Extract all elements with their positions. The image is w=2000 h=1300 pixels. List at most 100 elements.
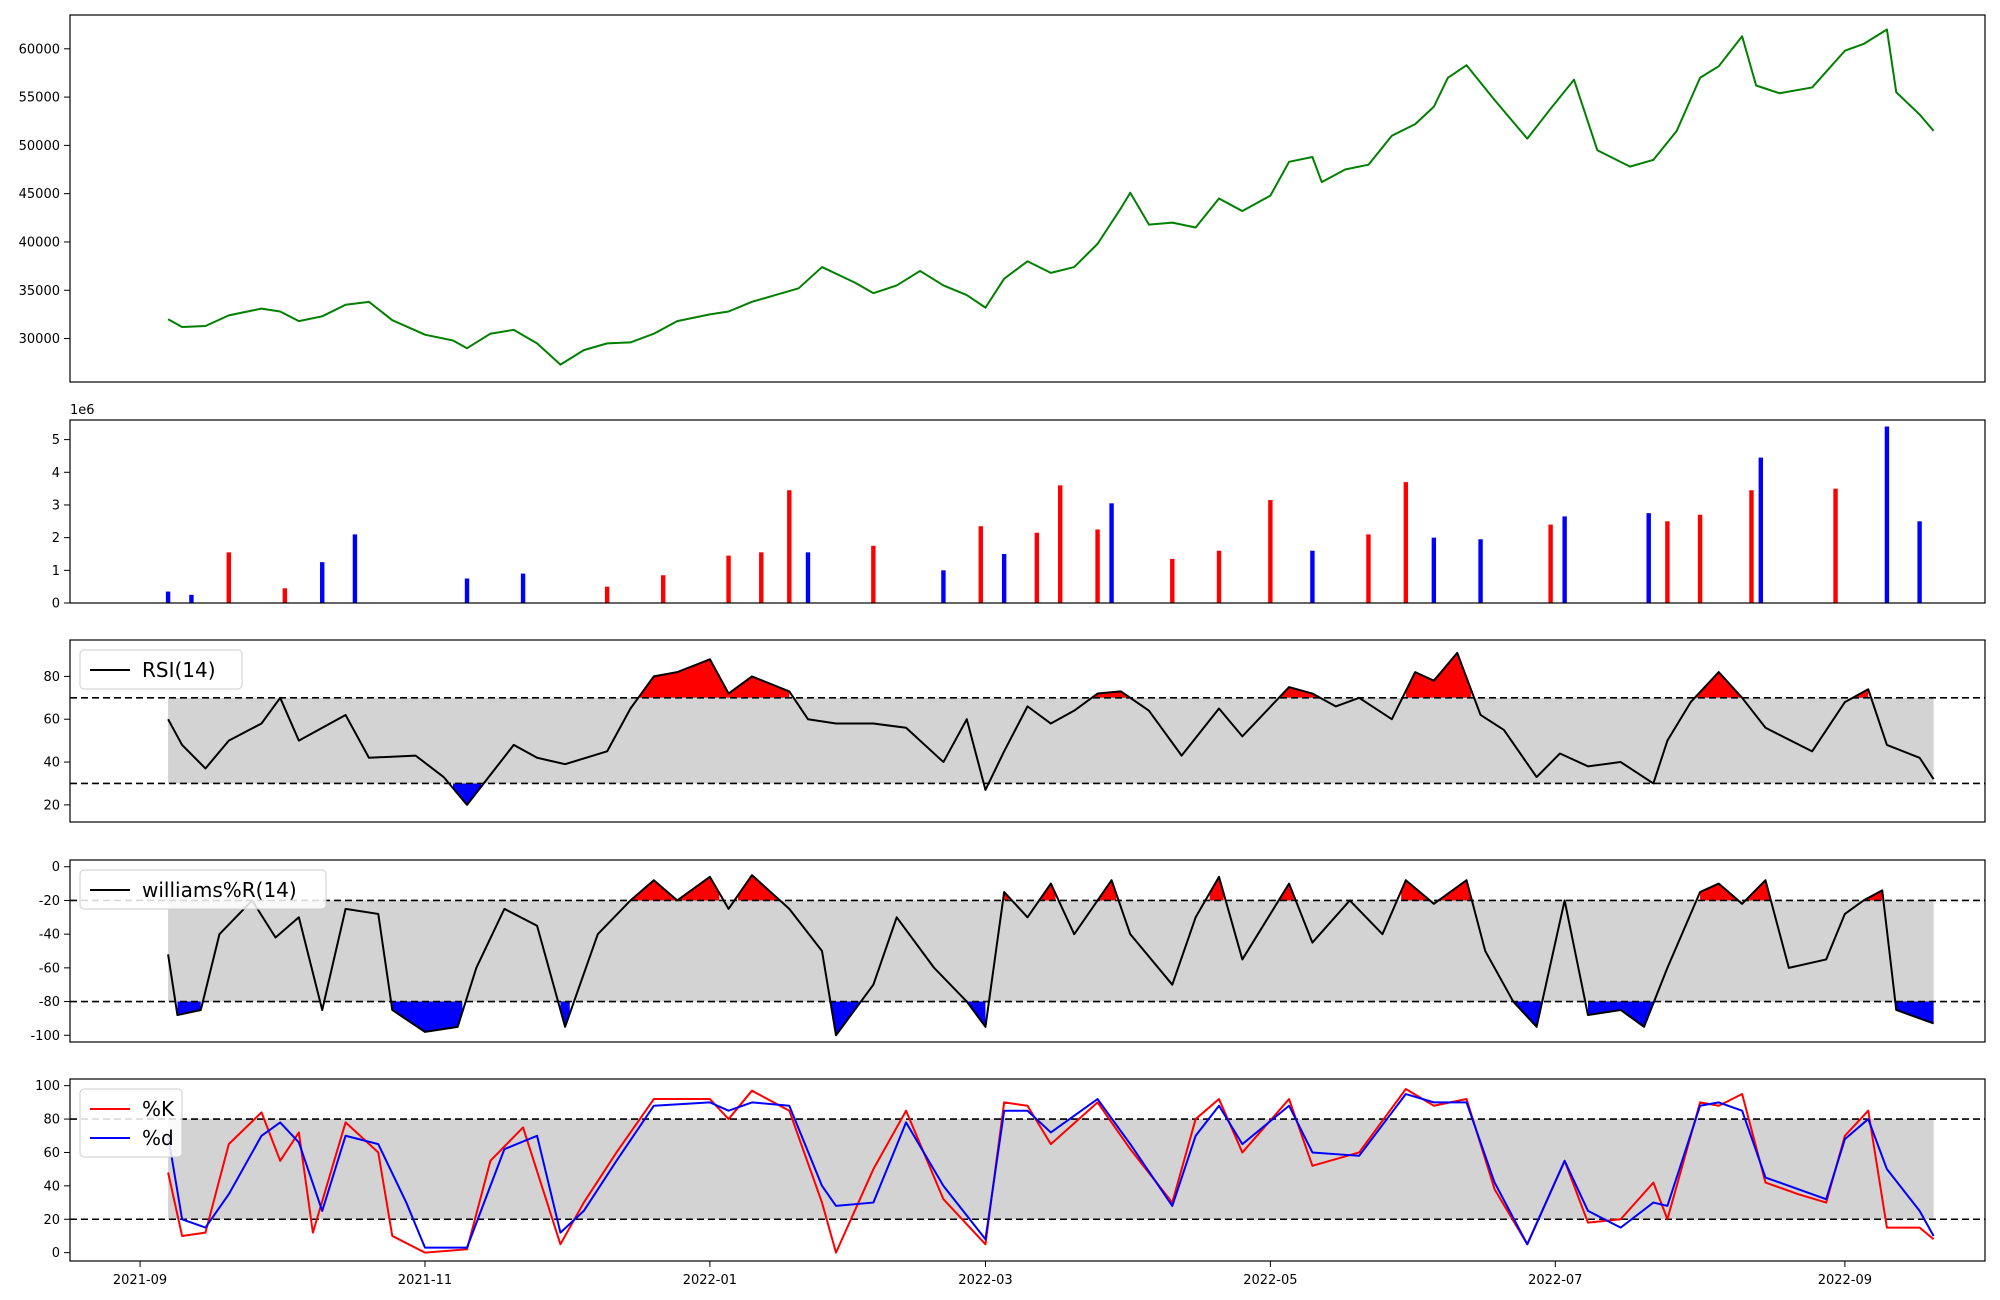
volume-bar bbox=[189, 594, 194, 603]
volume-bar bbox=[1170, 558, 1175, 603]
legend-label: %d bbox=[142, 1126, 174, 1150]
series-line-RSI(14) bbox=[167, 651, 1935, 806]
y-tick-label: 40 bbox=[43, 756, 60, 771]
overbought-fill bbox=[1092, 691, 1131, 698]
x-tick-label: 2022-03 bbox=[958, 1273, 1012, 1288]
y-tick-label: 2 bbox=[52, 531, 60, 546]
legend-label: RSI(14) bbox=[142, 658, 216, 682]
oversold-fill bbox=[831, 1001, 860, 1036]
y-tick-label: 100 bbox=[35, 1079, 60, 1094]
oversold-fill bbox=[392, 1001, 463, 1032]
y-tick-label: -60 bbox=[39, 961, 60, 976]
volume-bar bbox=[1310, 550, 1315, 603]
volume-bar bbox=[1431, 537, 1437, 603]
overbought-fill bbox=[1401, 880, 1430, 901]
volume-bar bbox=[941, 570, 946, 603]
y-tick-label: 3 bbox=[52, 498, 60, 513]
x-tick-label: 2022-01 bbox=[683, 1273, 737, 1288]
overbought-fill bbox=[639, 659, 790, 698]
axes-frame-rsi bbox=[69, 639, 1986, 823]
volume-bar bbox=[165, 591, 171, 603]
volume-bar bbox=[1697, 514, 1703, 603]
series-line-%d bbox=[167, 1093, 1935, 1249]
legend-box bbox=[79, 649, 243, 690]
oversold-fill bbox=[177, 1001, 201, 1016]
volume-bar bbox=[1268, 500, 1273, 603]
volume-bar bbox=[1403, 482, 1409, 603]
volume-bar bbox=[1665, 521, 1670, 603]
oversold-fill bbox=[453, 783, 482, 805]
legend-label: %K bbox=[142, 1097, 175, 1121]
overbought-fill bbox=[1863, 890, 1883, 901]
y-tick-label: -40 bbox=[39, 928, 60, 943]
overbought-fill bbox=[1700, 883, 1738, 901]
volume-bar bbox=[1478, 539, 1483, 603]
legend-box bbox=[79, 1088, 183, 1158]
x-tick-label: 2021-11 bbox=[398, 1273, 452, 1288]
volume-bar bbox=[1917, 521, 1922, 603]
volume-bar bbox=[1884, 426, 1890, 603]
y-tick-label: 60 bbox=[43, 1146, 60, 1161]
y-tick-label: 20 bbox=[43, 798, 60, 813]
y-tick-label: -80 bbox=[39, 995, 60, 1010]
volume-bar bbox=[604, 586, 610, 603]
series-line-williams%R(14) bbox=[167, 874, 1934, 1037]
overbought-fill bbox=[1746, 880, 1771, 901]
volume-bar bbox=[1109, 503, 1114, 603]
y-tick-label: 45000 bbox=[19, 187, 60, 202]
overbought-fill bbox=[630, 876, 720, 901]
legend-label: williams%R(14) bbox=[142, 878, 297, 902]
y-tick-label: 30000 bbox=[19, 332, 60, 347]
axes-frame-volume bbox=[69, 419, 1986, 604]
y-tick-label: 5 bbox=[52, 433, 60, 448]
y-tick-label: 40000 bbox=[19, 235, 60, 250]
y-tick-label: 4 bbox=[52, 466, 60, 481]
price-line bbox=[167, 28, 1935, 366]
y-tick-label: 35000 bbox=[19, 284, 60, 299]
volume-bar bbox=[1833, 488, 1838, 603]
axes-frame-price bbox=[69, 14, 1986, 383]
axes-frame-williams bbox=[69, 859, 1986, 1043]
y-tick-label: 40 bbox=[43, 1179, 60, 1194]
volume-bar bbox=[726, 555, 731, 603]
x-tick-label: 2022-09 bbox=[1818, 1273, 1872, 1288]
y-tick-label: 0 bbox=[52, 597, 60, 612]
volume-bar bbox=[787, 490, 792, 603]
neutral-band bbox=[168, 1119, 1934, 1220]
volume-bar bbox=[978, 526, 983, 603]
x-tick-label: 2022-05 bbox=[1243, 1273, 1297, 1288]
volume-bar bbox=[1095, 529, 1100, 603]
panel-rsi: 20 40 60 80 RSI(14) bbox=[43, 639, 1986, 823]
oversold-fill bbox=[560, 1001, 570, 1027]
neutral-band bbox=[168, 900, 1934, 1002]
y-tick-label: -100 bbox=[30, 1029, 60, 1044]
y-tick-label: 60 bbox=[43, 713, 60, 728]
y-tick-label: 80 bbox=[43, 1113, 60, 1128]
volume-bar bbox=[520, 573, 526, 603]
oversold-fill bbox=[1587, 1001, 1654, 1027]
volume-bar bbox=[226, 552, 232, 603]
y-tick-label: 80 bbox=[43, 670, 60, 685]
volume-bar bbox=[352, 534, 358, 603]
y-tick-label: 60000 bbox=[19, 42, 60, 57]
volume-bar bbox=[1057, 485, 1063, 603]
x-tick-label: 2022-07 bbox=[1528, 1273, 1582, 1288]
volume-bar bbox=[1366, 534, 1371, 603]
volume-bar bbox=[871, 545, 876, 603]
y-tick-label: -20 bbox=[39, 894, 60, 909]
volume-bar bbox=[1216, 550, 1222, 603]
overbought-fill bbox=[1279, 687, 1318, 698]
axes-frame-stochastic bbox=[69, 1078, 1986, 1262]
volume-bar bbox=[660, 575, 666, 603]
panel-stochastic: 0 20 40 60 80 100 %K %d bbox=[35, 1078, 1986, 1262]
y-tick-label: 1 bbox=[52, 564, 60, 579]
x-axis: 2021-09 2021-11 2022-01 2022-03 2022-05 2022-… bbox=[113, 1261, 1872, 1288]
volume-bar bbox=[1548, 524, 1553, 603]
oversold-fill bbox=[1896, 1001, 1934, 1024]
panel-williams: -100 -80 -60 -40 -20 0 williams%R(14) bbox=[30, 859, 1986, 1044]
neutral-band bbox=[168, 697, 1934, 784]
volume-bar bbox=[1758, 457, 1764, 603]
volume-bar bbox=[805, 552, 811, 603]
volume-bar bbox=[464, 578, 470, 603]
y-tick-label: 55000 bbox=[19, 91, 60, 106]
